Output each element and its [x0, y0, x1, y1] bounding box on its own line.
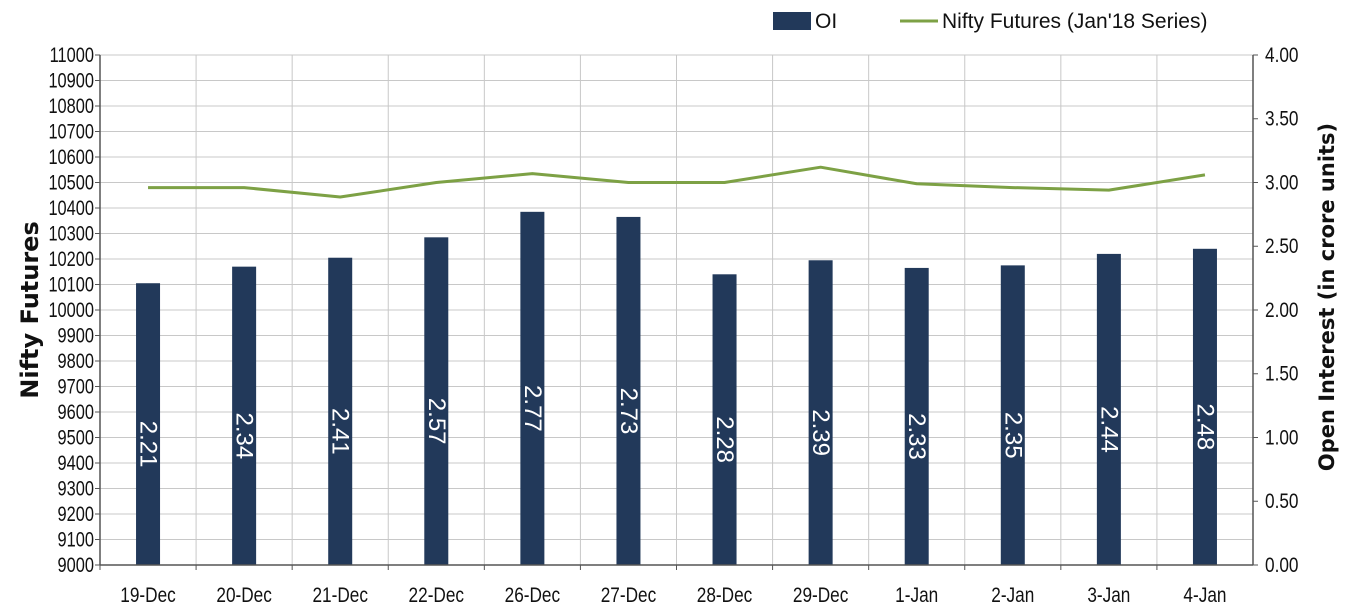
nifty-line-series	[148, 165, 1206, 199]
left-tick-label: 9600	[58, 400, 94, 423]
left-tick-label: 9800	[58, 349, 94, 372]
left-tick-label: 9100	[58, 528, 94, 551]
right-tick-label: 0.00	[1265, 555, 1299, 578]
x-tick-label: 4-Jan	[1183, 585, 1226, 608]
x-axis-ticks: 19-Dec 20-Dec 21-Dec 22-Dec 26-Dec 27-Dec 28-D…	[99, 565, 1226, 608]
x-tick-label: 20-Dec	[216, 585, 272, 608]
right-tick-label: 2.00	[1265, 300, 1299, 323]
left-tick-label: 11000	[50, 43, 94, 66]
oi-bar	[904, 267, 929, 565]
gridlines	[99, 54, 1254, 566]
oi-data-label: 2.21	[135, 421, 162, 468]
x-tick-label: 22-Dec	[409, 585, 465, 608]
x-tick-label: 21-Dec	[312, 585, 368, 608]
left-tick-label: 10300	[48, 222, 94, 245]
oi-bar	[712, 274, 737, 565]
right-tick-label: 1.50	[1265, 363, 1299, 386]
oi-data-label: 2.41	[327, 408, 354, 455]
oi-data-label: 2.34	[231, 412, 258, 459]
right-axis-title: Open Interest (in crore units)	[1315, 123, 1339, 471]
right-tick-label: 1.00	[1265, 427, 1299, 450]
right-tick-label: 4.00	[1265, 45, 1299, 68]
right-tick-label: 2.50	[1265, 236, 1299, 259]
oi-bar	[328, 257, 353, 565]
x-tick-label: 26-Dec	[505, 585, 561, 608]
oi-bar	[808, 260, 833, 565]
left-tick-label: 10100	[48, 273, 94, 296]
oi-bar	[520, 211, 545, 565]
legend-oi-label: OI	[815, 10, 837, 33]
oi-data-label: 2.39	[807, 409, 834, 456]
oi-data-label: 2.77	[519, 385, 546, 432]
x-tick-label: 27-Dec	[601, 585, 657, 608]
left-tick-label: 9400	[58, 451, 94, 474]
left-tick-label: 10700	[48, 120, 94, 143]
oi-data-label: 2.48	[1191, 404, 1218, 451]
legend-oi-swatch	[773, 12, 811, 30]
left-tick-label: 9000	[58, 553, 94, 576]
left-tick-label: 10400	[48, 196, 94, 219]
left-tick-label: 9300	[58, 477, 94, 500]
oi-data-label: 2.44	[1095, 406, 1122, 453]
x-tick-label: 28-Dec	[697, 585, 753, 608]
oi-data-labels: 2.21 2.34 2.41 2.57 2.77 2.73 2.28 2.39 2.33 2.35…	[135, 385, 1219, 467]
oi-bar	[1000, 265, 1025, 565]
x-tick-label: 2-Jan	[991, 585, 1034, 608]
oi-bar	[136, 283, 161, 565]
left-tick-label: 10000	[48, 298, 94, 321]
right-tick-label: 0.50	[1265, 491, 1299, 514]
right-tick-label: 3.50	[1265, 108, 1299, 131]
x-tick-label: 19-Dec	[120, 585, 176, 608]
oi-bar	[1096, 253, 1121, 565]
legend: OI Nifty Futures (Jan'18 Series)	[773, 10, 1207, 33]
left-tick-label: 9200	[58, 502, 94, 525]
oi-data-label: 2.28	[711, 416, 738, 463]
nifty-line	[148, 165, 1206, 199]
left-tick-label: 9900	[58, 324, 94, 347]
oi-data-label: 2.73	[615, 388, 642, 435]
x-tick-label: 29-Dec	[793, 585, 849, 608]
oi-data-label: 2.35	[999, 412, 1026, 459]
left-axis-title: Nifty Futures	[16, 221, 44, 398]
oi-data-label: 2.57	[423, 398, 450, 445]
oi-data-label: 2.33	[903, 413, 930, 460]
x-tick-label: 3-Jan	[1087, 585, 1130, 608]
left-tick-label: 10500	[48, 171, 94, 194]
left-tick-label: 9500	[58, 426, 94, 449]
left-tick-label: 9700	[58, 375, 94, 398]
right-tick-label: 3.00	[1265, 172, 1299, 195]
left-tick-label: 10800	[48, 94, 94, 117]
left-tick-label: 10600	[48, 145, 94, 168]
oi-bar	[424, 237, 449, 565]
legend-nifty-label: Nifty Futures (Jan'18 Series)	[942, 10, 1207, 33]
x-tick-label: 1-Jan	[895, 585, 938, 608]
oi-bars	[136, 211, 1217, 566]
right-axis-ticks: 4.00 3.50 3.00 2.50 2.00 1.50 1.00 0.50 0.00	[1253, 45, 1299, 578]
left-tick-label: 10900	[48, 69, 94, 92]
oi-bar	[616, 216, 641, 566]
left-tick-label: 10200	[48, 247, 94, 270]
oi-bar	[232, 266, 257, 565]
oi-bar	[1192, 248, 1217, 566]
